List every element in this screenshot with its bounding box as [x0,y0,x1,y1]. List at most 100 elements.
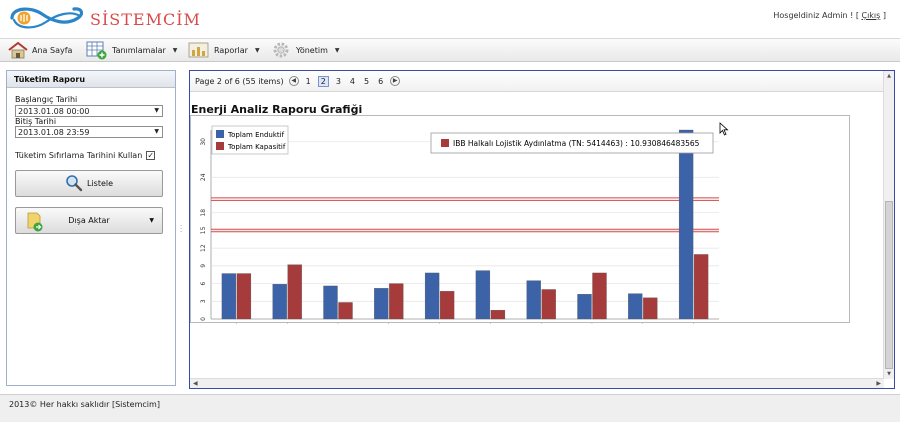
menu-item-definitions[interactable]: Tanımlamalar ▼ [86,39,177,62]
bar-kapasitif [338,302,353,320]
bar-kapasitif [592,272,607,320]
list-button[interactable]: Listele [15,170,163,197]
horizontal-scrollbar[interactable]: ◀ ▶ [190,378,884,388]
pager: Page 2 of 6 (55 items) ◀ 1 2 3 4 5 6 ▶ [190,71,884,92]
page-link-4[interactable]: 4 [349,76,356,86]
home-icon [8,41,28,61]
panel-splitter-handle[interactable]: · · · [180,222,183,236]
chevron-down-icon: ▼ [154,128,159,135]
y-tick-label: 12 [200,244,207,252]
y-tick-label: 6 [200,281,207,285]
scroll-right-icon[interactable]: ▶ [876,380,881,387]
logo-icon [8,4,86,32]
x-tick-label: IBB Halkalı Lojistik Aydınlatma (TN: 541… [691,322,836,324]
x-tick-label: IBB Edirnekapı Yol Bakım Müd. [488,322,586,324]
legend-label-kapasitif: Toplam Kapasitif [227,143,286,151]
bar-enduktif [323,285,338,320]
welcome-text: Hosgeldiniz Admin ! [ [773,11,859,20]
app-header: SİSTEMCİM Hosgeldiniz Admin ! [ Çıkış ] [0,0,900,38]
bar-kapasitif [287,264,302,320]
y-tick-label: 18 [200,209,207,217]
bar-kapasitif [693,254,709,320]
report-title: Enerji Analiz Raporu Grafiği [191,103,363,116]
bar-kapasitif [490,309,506,320]
x-tick-label: IBB Erdem Beyazıt Kültür Merkezi Güngöre… [539,322,679,324]
chart-legend: Toplam Enduktif Toplam Kapasitif [211,125,289,155]
export-button[interactable]: Dışa Aktar ▼ [15,207,163,234]
y-tick-label: 24 [200,173,207,181]
welcome-bracket: ] [882,11,886,20]
legend-label-enduktif: Toplam Enduktif [227,131,285,139]
page-link-1[interactable]: 1 [305,76,311,86]
bar-kapasitif [236,273,252,320]
menu-item-reports[interactable]: Raporlar ▼ [188,39,260,62]
menu-item-label: Ana Sayfa [32,46,73,55]
end-date-label: Bitiş Tarihi [15,117,57,126]
bar-enduktif [221,273,237,320]
page-link-2[interactable]: 2 [317,75,329,87]
y-tick-label: 0 [200,317,207,321]
search-icon [65,174,83,194]
reset-date-checkbox[interactable]: ✓ [146,151,156,160]
start-date-value: 2013.01.08 00:00 [18,107,90,116]
legend-swatch-kapasitif [216,142,224,150]
logout-link[interactable]: Çıkış [861,11,881,20]
next-page-icon[interactable]: ▶ [390,76,401,86]
export-button-label: Dışa Aktar [68,216,110,225]
scroll-down-icon[interactable]: ▼ [887,371,891,377]
reset-date-option: Tüketim Sıfırlama Tarihini Kullan ✓ [15,151,156,160]
chevron-down-icon: ▼ [154,107,159,114]
export-icon [26,212,44,234]
scroll-left-icon[interactable]: ◀ [193,380,198,387]
bar-enduktif [424,272,440,320]
main-menu: Ana Sayfa Tanımlamalar ▼ Raporlar ▼ [0,38,900,62]
legend-swatch-enduktif [216,130,224,138]
bar-enduktif [526,280,541,320]
chevron-down-icon: ▼ [254,47,260,54]
logo-text: SİSTEMCİM [90,10,201,29]
bar-enduktif [475,270,491,320]
menu-item-home[interactable]: Ana Sayfa [8,39,72,62]
page-link-5[interactable]: 5 [364,76,370,86]
reset-date-label: Tüketim Sıfırlama Tarihini Kullan [15,151,143,160]
reports-icon [188,41,210,61]
panel-title: Tüketim Raporu [7,71,175,88]
definitions-icon [86,40,108,62]
x-tick-label: IBB Gaziosmanpaşa Sahnesi [590,322,681,324]
bar-kapasitif [389,283,404,320]
gear-icon [270,40,292,62]
chevron-down-icon: ▼ [149,217,154,224]
scroll-up-icon[interactable]: ▲ [887,73,891,79]
chart-tooltip: IBB Halkalı Lojistik Aydınlatma (TN: 541… [430,132,714,154]
end-date-dropdown[interactable]: 2013.01.08 23:59 ▼ [15,126,163,138]
mouse-cursor-icon [719,122,729,136]
y-tick-label: 3 [200,299,207,303]
bar-enduktif [577,294,592,320]
y-tick-label: 15 [200,226,207,234]
menu-item-label: Yönetim [296,46,328,55]
bar-kapasitif [439,291,455,320]
report-content-panel: Page 2 of 6 (55 items) ◀ 1 2 3 4 5 6 ▶ E… [189,70,895,389]
chevron-down-icon: ▼ [334,47,340,54]
start-date-dropdown[interactable]: 2013.01.08 00:00 ▼ [15,105,163,117]
report-filter-panel: Tüketim Raporu Başlangıç Tarihi 2013.01.… [6,70,176,386]
list-button-label: Listele [86,179,114,188]
scroll-thumb[interactable] [885,201,893,369]
prev-page-icon[interactable]: ◀ [288,76,299,86]
bar-enduktif [678,129,694,320]
page-link-6[interactable]: 6 [378,76,384,86]
end-date-value: 2013.01.08 23:59 [18,128,90,137]
tooltip-text: IBB Halkalı Lojistik Aydınlatma (TN: 541… [453,139,700,148]
bar-enduktif [272,284,287,320]
vertical-scrollbar[interactable]: ▲ ▼ [883,71,894,379]
welcome-message: Hosgeldiniz Admin ! [ Çıkış ] [773,11,886,20]
chevron-down-icon: ▼ [172,47,178,54]
page-link-3[interactable]: 3 [335,76,341,86]
pager-summary: Page 2 of 6 (55 items) [195,76,284,86]
bar-enduktif [374,288,389,320]
menu-item-management[interactable]: Yönetim ▼ [270,39,340,62]
y-tick-label: 9 [200,264,207,268]
menu-item-label: Raporlar [214,46,248,55]
